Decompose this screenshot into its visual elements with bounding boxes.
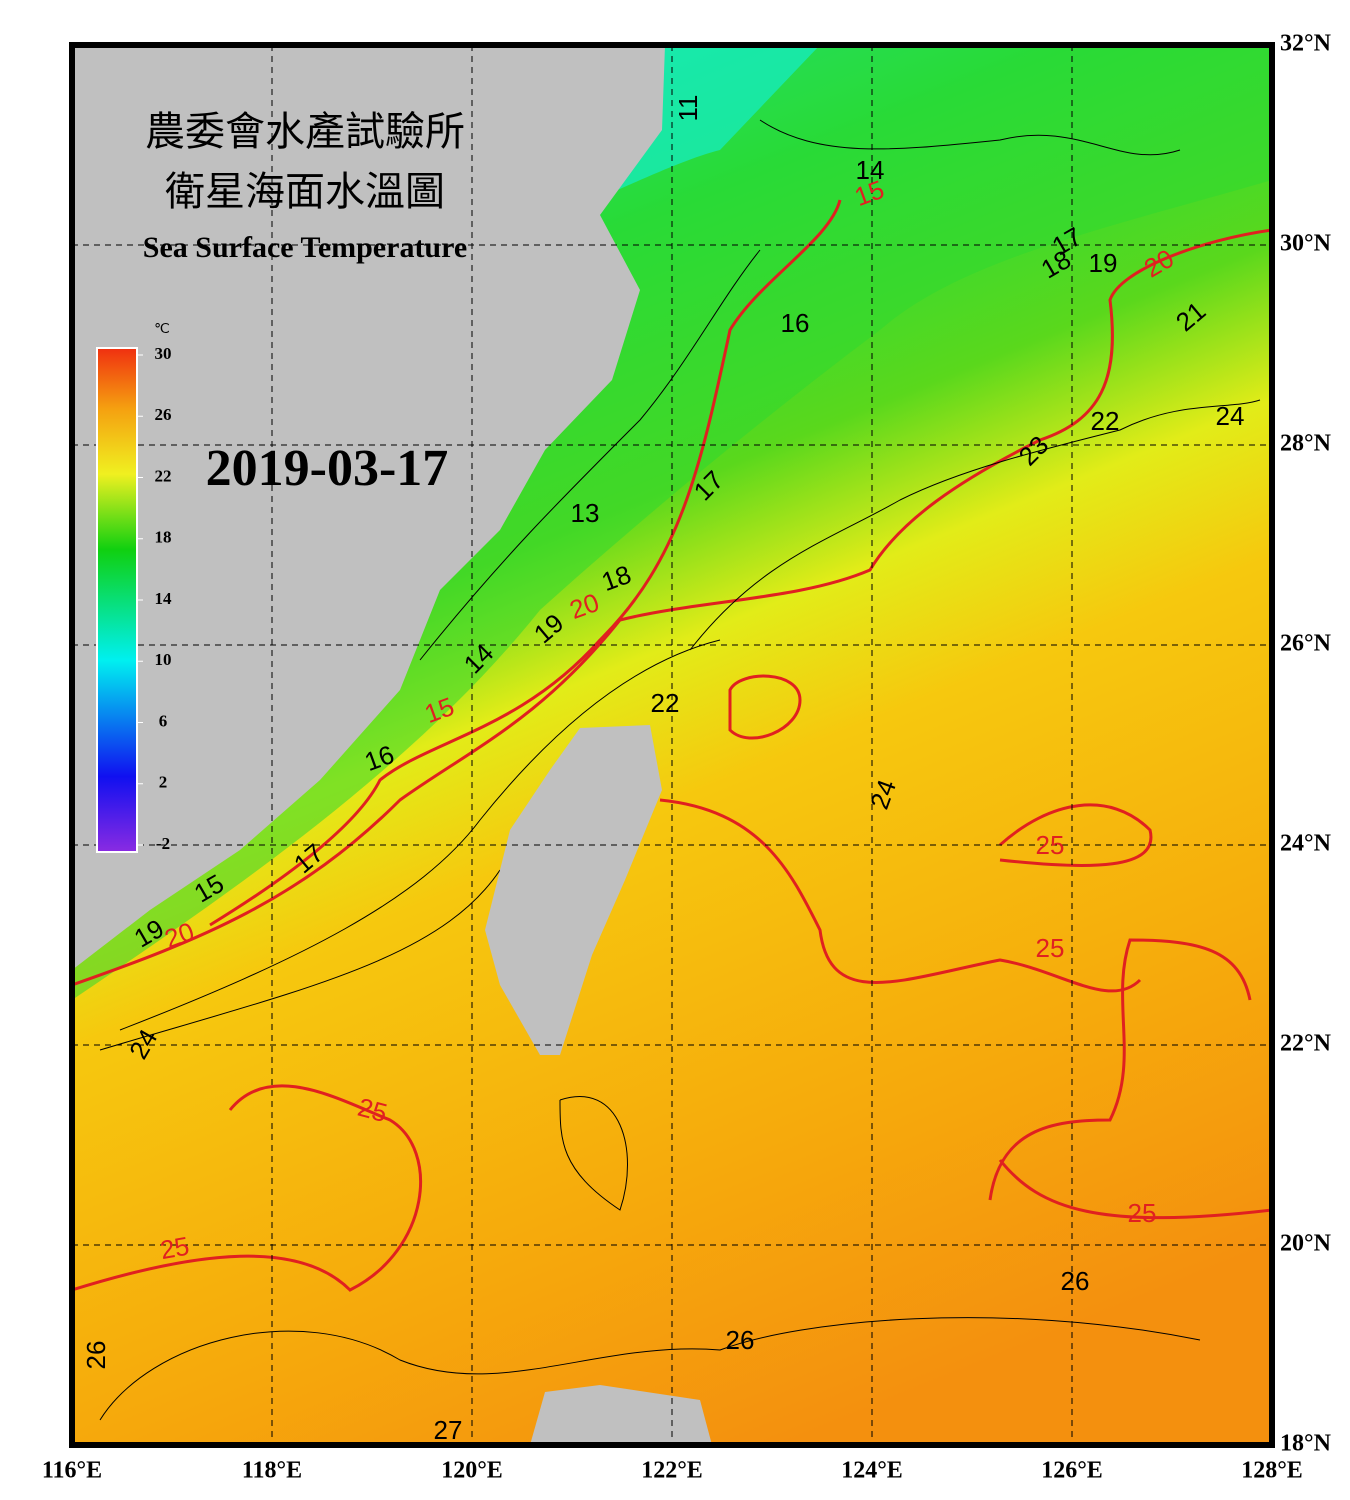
longitude-label: 120°E: [441, 1458, 503, 1484]
major-isotherm-label: 25: [1036, 830, 1065, 860]
map-frame: [69, 42, 1275, 1448]
longitude-label: 122°E: [641, 1458, 703, 1484]
land-mainland: [72, 45, 665, 970]
latitude-label: 22°N: [1280, 1031, 1332, 1057]
date: 2019-03-17: [206, 440, 449, 497]
isotherm-label: 24: [1216, 401, 1245, 431]
minor-isotherms: [99, 119, 1261, 1421]
title-line1: 農委會水產試驗所: [145, 109, 465, 155]
latitude-label: 24°N: [1280, 831, 1332, 857]
title-line2: 衛星海面水溫圖: [165, 169, 445, 215]
isotherm-label: 11: [673, 95, 703, 122]
colorbar-tick-label: 6: [159, 711, 168, 730]
isotherm-label: 19: [1089, 248, 1118, 278]
major-isotherm-label: 25: [1036, 933, 1065, 963]
isotherm-label: 22: [1091, 406, 1120, 436]
graticule: [72, 45, 1272, 1445]
longitude-label: 124°E: [841, 1458, 903, 1484]
isotherm-label: 27: [434, 1415, 463, 1445]
land-luzon: [530, 1385, 712, 1445]
latitude-label: 20°N: [1280, 1231, 1332, 1257]
major-isotherm-label: 25: [158, 1231, 192, 1266]
colorbar-tick-label: 26: [155, 405, 172, 424]
longitude-label: 126°E: [1041, 1458, 1103, 1484]
colorbar-tick-label: 22: [155, 466, 172, 485]
colorbar-tick-label: 10: [155, 650, 172, 669]
isotherm-label: 14: [856, 155, 885, 185]
longitude-label: 116°E: [42, 1458, 102, 1484]
longitude-label: 128°E: [1241, 1458, 1303, 1484]
isotherm-label: 13: [571, 498, 600, 528]
latitude-label: 32°N: [1280, 31, 1332, 57]
major-isotherm-label: 25: [1128, 1198, 1157, 1228]
colorbar-tick-label: 14: [155, 589, 173, 608]
isotherm-label: 26: [726, 1325, 755, 1355]
colorbar-tick-label: 30: [155, 344, 172, 363]
colorbar-tick-label: -2: [156, 834, 170, 853]
title-english: Sea Surface Temperature: [143, 231, 467, 264]
major-isotherms: [72, 199, 1272, 1292]
latitude-label: 30°N: [1280, 231, 1332, 257]
colorbar: [96, 347, 138, 853]
isotherm-label: 22: [651, 688, 680, 718]
latitude-label: 28°N: [1280, 431, 1332, 457]
isotherm-label: 16: [781, 308, 810, 338]
colorbar-tick-label: 18: [155, 528, 172, 547]
land-taiwan: [485, 725, 662, 1055]
isotherm-label: 26: [81, 1341, 111, 1370]
map-area: [72, 45, 1272, 1445]
latitude-label: 18°N: [1280, 1431, 1332, 1457]
latitude-label: 26°N: [1280, 631, 1332, 657]
isotherm-label: 26: [1061, 1266, 1090, 1296]
colorbar-tick-label: 2: [159, 773, 168, 792]
longitude-label: 118°E: [242, 1458, 302, 1484]
colorbar-unit: ℃: [154, 322, 170, 337]
